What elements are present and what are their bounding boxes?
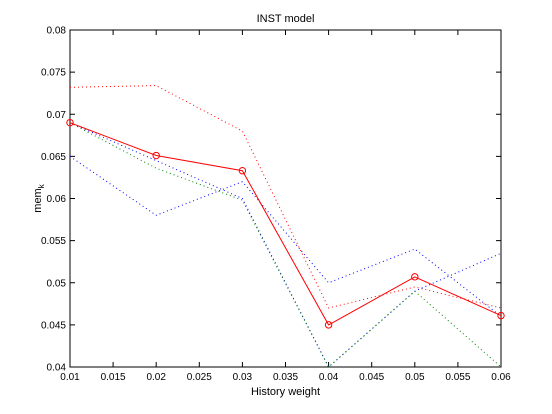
x-tick-label: 0.01 <box>60 372 80 383</box>
y-axis-label-subscript: k <box>37 183 46 188</box>
y-axis-label: memk <box>32 183 46 212</box>
x-tick-label: 0.055 <box>445 372 470 383</box>
y-tick-label: 0.055 <box>41 236 66 247</box>
data-point <box>152 151 160 160</box>
series-line <box>69 122 502 368</box>
x-tick-label: 0.015 <box>101 372 126 383</box>
x-tick-label: 0.025 <box>187 372 212 383</box>
data-point <box>411 273 419 281</box>
x-tick-label: 0.05 <box>405 372 425 383</box>
data-point <box>324 321 333 329</box>
x-tick-label: 0.02 <box>146 372 166 383</box>
y-tick-label: 0.07 <box>47 110 67 121</box>
x-tick-label: 0.03 <box>233 372 253 383</box>
data-point <box>497 311 505 320</box>
y-tick-label: 0.08 <box>47 26 67 37</box>
y-axis-label-main: mem <box>32 188 44 212</box>
series-line <box>69 155 502 317</box>
y-tick-label: 0.075 <box>41 68 66 79</box>
y-tick-label: 0.065 <box>41 152 66 163</box>
y-axis-ticks: 0.04 0.045 0.05 0.055 0.06 0.065 0.07 0.075 0.08 <box>41 26 501 374</box>
data-point <box>238 166 247 175</box>
plot-area <box>69 29 502 368</box>
x-tick-label: 0.035 <box>273 372 298 383</box>
y-tick-label: 0.05 <box>47 278 67 289</box>
x-axis-label: History weight <box>251 386 320 398</box>
data-point <box>66 118 74 127</box>
x-axis-ticks: 0.01 0.015 0.02 0.025 0.03 0.035 0.04 0.045 0.05… <box>60 30 511 383</box>
x-tick-label: 0.06 <box>491 372 511 383</box>
series-layer <box>66 85 505 368</box>
chart-title: INST model <box>257 13 315 25</box>
y-tick-label: 0.04 <box>47 363 67 374</box>
y-tick-label: 0.06 <box>47 194 67 205</box>
y-tick-label: 0.045 <box>41 320 66 331</box>
series-line <box>69 122 502 326</box>
x-tick-label: 0.045 <box>359 372 384 383</box>
x-tick-label: 0.04 <box>319 372 339 383</box>
